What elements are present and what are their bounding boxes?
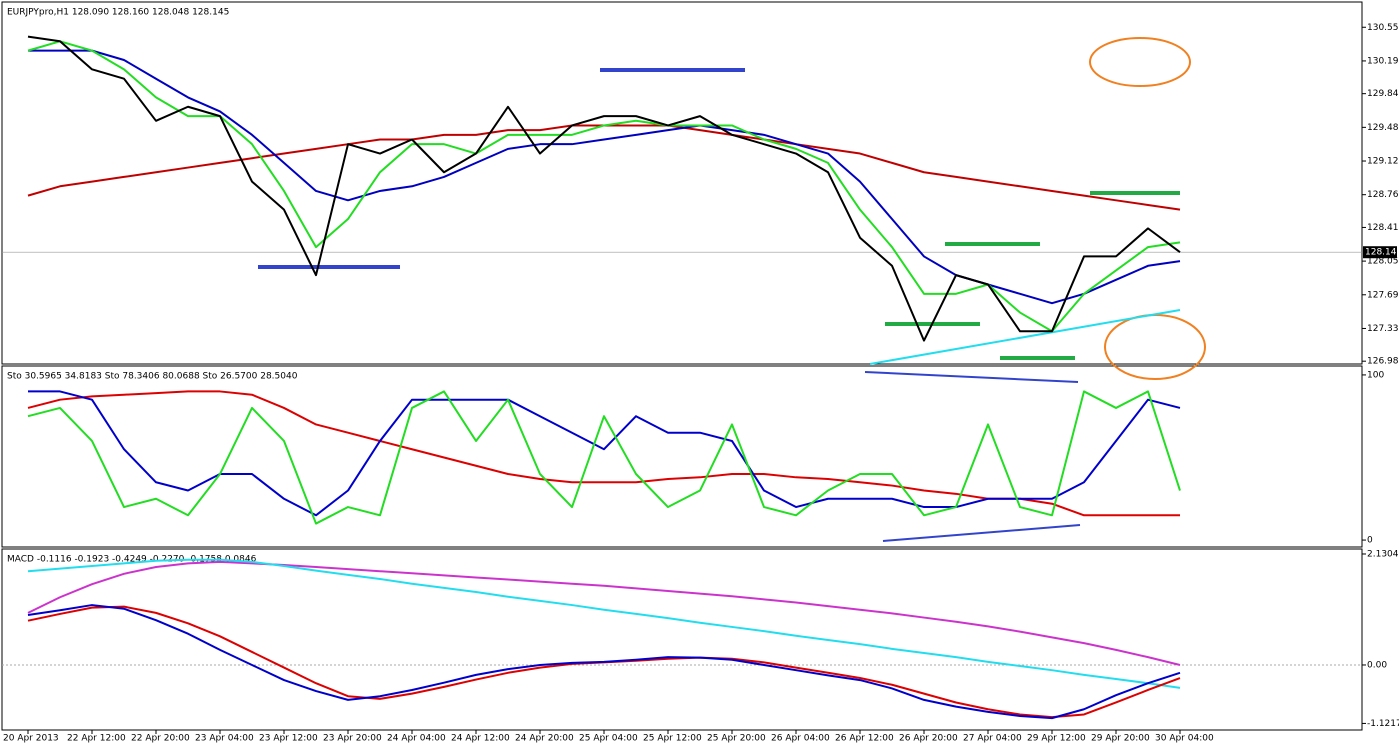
x-tick-label: 23 Apr 04:00: [195, 734, 254, 744]
stochastic-panel: [1, 365, 1363, 548]
x-tick-label: 26 Apr 04:00: [771, 734, 830, 744]
x-tick-label: 24 Apr 04:00: [387, 734, 446, 744]
y-tick-label: 0: [1367, 536, 1373, 546]
y-tick-label: 100: [1367, 370, 1384, 380]
y-tick-label: 130.190: [1367, 56, 1399, 66]
x-tick-label: 25 Apr 20:00: [707, 734, 766, 744]
y-tick-label: 130.550: [1367, 23, 1399, 33]
y-tick-label: 0.00: [1367, 660, 1387, 670]
x-tick-label: 22 Apr 20:00: [131, 734, 190, 744]
trend-line: [864, 371, 1079, 383]
indicator-line: [27, 560, 1181, 666]
y-tick-label: 128.050: [1367, 257, 1399, 267]
indicator-line: [27, 390, 1181, 525]
y-tick-label: 128.410: [1367, 223, 1399, 233]
x-tick-label: 26 Apr 20:00: [899, 734, 958, 744]
x-tick-label: 29 Apr 20:00: [1091, 734, 1150, 744]
x-tick-label: 24 Apr 20:00: [515, 734, 574, 744]
y-tick-label: 127.690: [1367, 290, 1399, 300]
indicator-line: [27, 604, 1181, 720]
y-tick-label: 126.980: [1367, 357, 1399, 367]
price-panel: [1, 1, 1363, 365]
panel-title: EURJPYpro,H1 128.090 128.160 128.048 128…: [7, 8, 229, 18]
y-tick-label: 129.840: [1367, 89, 1399, 99]
y-tick-label: -1.1217: [1367, 719, 1399, 729]
x-tick-label: 26 Apr 12:00: [835, 734, 894, 744]
y-tick-label: 2.1304: [1367, 549, 1399, 559]
panel-title: Sto 30.5965 34.8183 Sto 78.3406 80.0688 …: [7, 372, 298, 382]
panel-title: MACD -0.1116 -0.1923 -0.4249 -0.2270 -0.…: [7, 555, 257, 565]
price-label: 128.145: [1365, 248, 1399, 258]
ellipse: [1089, 37, 1191, 87]
x-tick-label: 23 Apr 20:00: [323, 734, 382, 744]
x-tick-label: 20 Apr 2013: [3, 734, 59, 744]
annotations: [258, 37, 1206, 542]
macd-panel: [1, 548, 1363, 731]
x-tick-label: 29 Apr 12:00: [1027, 734, 1086, 744]
y-tick-label: 129.120: [1367, 157, 1399, 167]
price-box: [1363, 246, 1397, 259]
indicator-line: [27, 558, 1181, 689]
trend-line: [869, 309, 1181, 365]
y-tick-label: 129.480: [1367, 123, 1399, 133]
y-tick-label: 127.330: [1367, 324, 1399, 334]
x-tick-label: 27 Apr 04:00: [963, 734, 1022, 744]
x-tick-label: 25 Apr 04:00: [579, 734, 638, 744]
x-tick-label: 23 Apr 12:00: [259, 734, 318, 744]
trend-line: [882, 524, 1081, 542]
indicator-line: [27, 35, 1181, 342]
x-tick-label: 30 Apr 04:00: [1155, 734, 1214, 744]
x-tick-label: 25 Apr 12:00: [643, 734, 702, 744]
x-tick-label: 24 Apr 12:00: [451, 734, 510, 744]
y-tick-label: 128.760: [1367, 190, 1399, 200]
x-tick-label: 22 Apr 12:00: [67, 734, 126, 744]
